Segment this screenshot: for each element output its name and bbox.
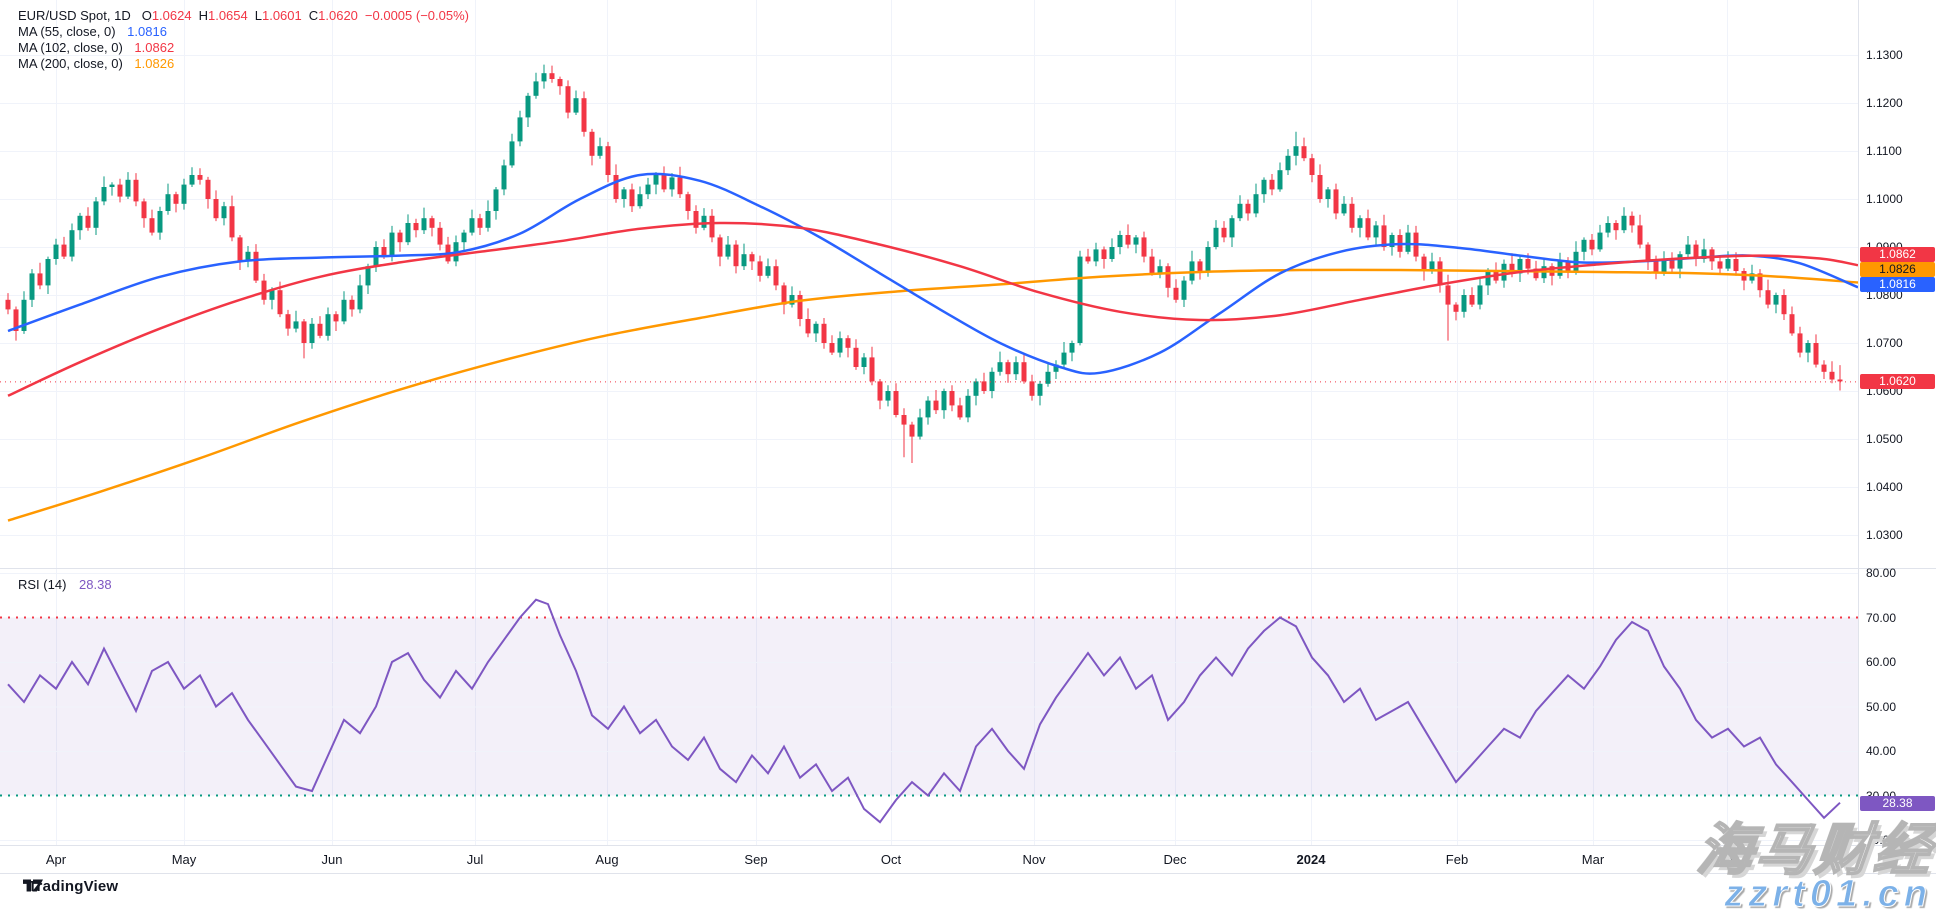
rsi-axis-label: 40.00	[1866, 744, 1897, 758]
price-axis-label: 1.0500	[1866, 432, 1903, 446]
ohlc-value: 1.0654	[207, 8, 248, 23]
symbol-title: EUR/USD Spot, 1D	[18, 8, 131, 23]
ohlc-letter: O	[141, 8, 152, 23]
time-axis-label: Dec	[1163, 852, 1187, 867]
ma200-legend-row[interactable]: MA (200, close, 0) 1.0826	[18, 56, 469, 71]
symbol-legend-row[interactable]: EUR/USD Spot, 1D O1.0624 H1.0654 L1.0601 C1.…	[18, 8, 469, 23]
ma-200-line	[7, 268, 1859, 522]
ma-55-line	[7, 172, 1859, 375]
price-axis-label: 1.1200	[1866, 96, 1903, 110]
rsi-legend-row[interactable]: RSI (14) 28.38	[18, 577, 112, 592]
time-axis-label: May	[171, 852, 197, 867]
time-axis-label: Nov	[1022, 852, 1046, 867]
ma55-label: MA (55, close, 0)	[18, 24, 116, 39]
time-axis-label: Jul	[466, 852, 484, 867]
tradingview-logo[interactable]: TradingView	[22, 878, 118, 895]
ma200-label: MA (200, close, 0)	[18, 56, 123, 71]
change-value: −0.0005 (−0.05%)	[364, 8, 469, 23]
time-axis-label: Mar	[1581, 852, 1605, 867]
rsi-axis-label: 20.00	[1866, 833, 1897, 847]
price-axis-badge: 1.0816	[1860, 277, 1935, 292]
ohlc-letter: L	[254, 8, 262, 23]
price-axis-label: 1.1000	[1866, 192, 1903, 206]
ohlc-values: O1.0624 H1.0654 L1.0601 C1.0620	[135, 8, 358, 23]
ma200-value: 1.0826	[134, 56, 175, 71]
ma55-value: 1.0816	[127, 24, 167, 39]
time-axis-label: Sep	[744, 852, 768, 867]
time-axis-label: Apr	[1716, 852, 1738, 867]
tradingview-logo-text: TradingView	[28, 878, 119, 895]
ma102-label: MA (102, close, 0)	[18, 40, 123, 55]
rsi-value: 28.38	[79, 577, 112, 592]
price-axis-badge: 1.0826	[1860, 262, 1935, 277]
price-axis-badge: 1.0862	[1860, 247, 1935, 262]
tradingview-logo-icon	[23, 879, 43, 892]
ma55-legend-row[interactable]: MA (55, close, 0) 1.0816	[18, 24, 469, 39]
ma102-value: 1.0862	[134, 40, 175, 55]
time-axis-label: Oct	[880, 852, 902, 867]
ohlc-value: 1.0624	[151, 8, 192, 23]
price-axis-label: 1.0300	[1866, 528, 1903, 542]
price-axis-label: 1.1300	[1866, 48, 1903, 62]
rsi-axis-label: 70.00	[1866, 610, 1897, 625]
price-axis-badge: 1.0620	[1860, 374, 1935, 389]
ohlc-value: 1.0601	[261, 8, 302, 23]
rsi-label: RSI (14)	[18, 577, 67, 592]
candlestick-series[interactable]	[5, 64, 1843, 463]
ohlc-letter: H	[198, 8, 208, 23]
time-axis-label: Jun	[321, 852, 343, 867]
ohlc-letter: C	[308, 8, 319, 23]
rsi-axis-label: 60.00	[1866, 655, 1897, 669]
time-axis-label: Feb	[1445, 852, 1469, 867]
rsi-indicator-line	[7, 598, 1841, 824]
main-legend: EUR/USD Spot, 1D O1.0624 H1.0654 L1.0601 C1.…	[18, 8, 469, 72]
rsi-axis-label: 80.00	[1866, 566, 1897, 580]
time-axis-label: Aug	[595, 852, 619, 867]
time-axis-label: Apr	[45, 852, 67, 867]
rsi-value-badge: 28.38	[1860, 796, 1935, 811]
price-axis-label: 1.0700	[1866, 336, 1903, 350]
ma102-legend-row[interactable]: MA (102, close, 0) 1.0862	[18, 40, 469, 55]
price-axis-label: 1.1100	[1866, 144, 1902, 158]
rsi-axis-label: 50.00	[1866, 699, 1897, 714]
price-axis-label: 1.0400	[1866, 480, 1903, 494]
ohlc-value: 1.0620	[318, 8, 358, 23]
time-axis-label: 2024	[1296, 852, 1326, 867]
ma-102-line	[7, 221, 1859, 397]
